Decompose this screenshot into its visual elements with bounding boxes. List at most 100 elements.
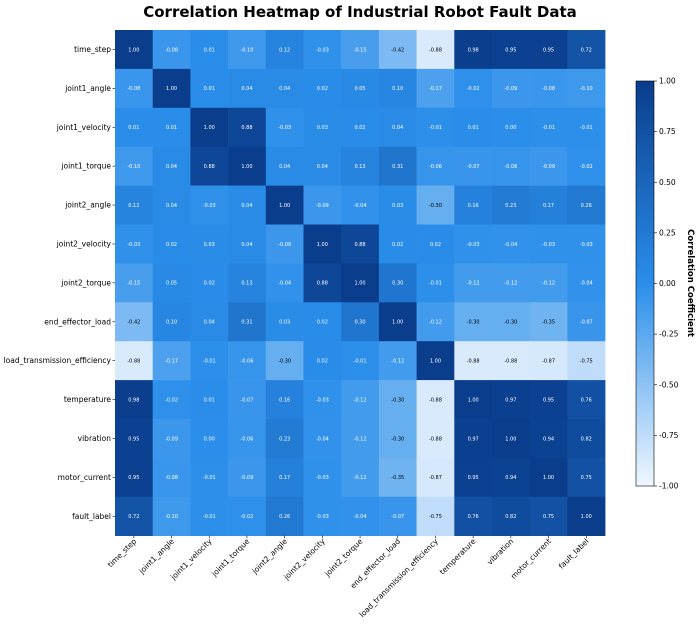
cell-value-label: -0.88	[429, 397, 442, 403]
heatmap-cell	[228, 224, 267, 264]
heatmap-cell	[228, 496, 267, 536]
cell-value-label: 0.02	[317, 358, 328, 364]
cell-value-label: 0.04	[279, 164, 290, 170]
cell-value-label: 0.23	[279, 436, 290, 442]
heatmap-cell	[341, 457, 380, 498]
heatmap-cell	[152, 457, 191, 498]
heatmap-cell	[303, 341, 342, 381]
heatmap-cell	[115, 457, 153, 498]
heatmap-cell	[115, 224, 153, 264]
heatmap-cell	[567, 457, 606, 498]
cell-value-label: 1.00	[204, 125, 215, 131]
cell-value-label: -0.06	[429, 164, 442, 170]
cell-value-label: 1.00	[430, 358, 441, 364]
heatmap-cell	[492, 30, 530, 70]
cell-value-label: -0.12	[354, 436, 367, 442]
y-tick-label: vibration	[78, 434, 112, 443]
heatmap-cell	[152, 380, 191, 420]
cell-value-label: -0.06	[504, 164, 517, 170]
heatmap-cell	[265, 419, 304, 459]
cell-value-label: 0.76	[468, 514, 479, 520]
heatmap-cell	[492, 302, 530, 342]
heatmap-cell	[529, 185, 568, 225]
heatmap-cell	[265, 68, 304, 109]
heatmap-cell	[567, 419, 606, 459]
heatmap-cell	[454, 457, 493, 498]
y-tick-label: joint1_torque	[60, 162, 111, 171]
y-tick-label: joint2_angle	[64, 201, 111, 210]
cell-value-label: 0.02	[166, 242, 177, 248]
cell-value-label: -0.02	[467, 86, 480, 92]
heatmap-cell	[341, 185, 380, 225]
heatmap-cell	[567, 341, 606, 381]
cell-value-label: 0.02	[430, 242, 441, 248]
y-tick-label: joint2_velocity	[56, 239, 112, 248]
heatmap-cell	[416, 302, 455, 342]
heatmap-cell	[378, 224, 417, 264]
cell-value-label: -0.30	[391, 436, 404, 442]
heatmap-cell	[529, 224, 568, 264]
heatmap-cell	[303, 496, 342, 536]
cell-value-label: 0.26	[581, 203, 592, 209]
cell-value-label: 1.00	[392, 320, 403, 326]
cell-value-label: -0.10	[165, 514, 178, 520]
cell-value-label: 0.03	[279, 320, 290, 326]
y-tick-label: load_transmission_efficiency	[4, 356, 112, 365]
heatmap-cell	[454, 341, 493, 381]
cell-value-label: 0.01	[204, 47, 215, 53]
heatmap-cell	[115, 302, 153, 342]
cell-value-label: -0.12	[429, 320, 442, 326]
heatmap-cell	[454, 185, 493, 225]
heatmap-cell	[341, 146, 380, 186]
colorbar-tick-label: 0.25	[659, 228, 676, 237]
cell-value-label: 0.95	[128, 475, 139, 481]
cell-value-label: -0.06	[240, 436, 253, 442]
y-tick-label: joint1_velocity	[56, 123, 112, 132]
cell-value-label: -0.88	[504, 358, 517, 364]
heatmap-cell	[416, 380, 455, 420]
heatmap-cell	[341, 419, 380, 459]
cell-value-label: 0.00	[204, 436, 215, 442]
cell-value-label: -0.10	[580, 86, 593, 92]
cell-value-label: 0.88	[204, 164, 215, 170]
heatmap-cell	[341, 341, 380, 381]
cell-value-label: 0.04	[279, 86, 290, 92]
heatmap-cell	[378, 68, 417, 109]
cell-value-label: 0.01	[204, 86, 215, 92]
heatmap-cell	[416, 419, 455, 459]
heatmap-cell	[265, 341, 304, 381]
heatmap-cell	[115, 107, 153, 147]
x-tick-label: joint1_angle	[137, 536, 177, 576]
cell-value-label: -0.12	[467, 281, 480, 287]
colorbar-tick-label: -0.25	[659, 330, 679, 339]
heatmap-cell	[341, 107, 380, 147]
heatmap-cell	[341, 30, 380, 70]
cell-value-label: 0.02	[317, 86, 328, 92]
heatmap-cell	[115, 30, 153, 70]
heatmap-cell	[190, 146, 229, 186]
heatmap-cell	[190, 380, 229, 420]
colorbar-tick-label: -0.50	[659, 380, 679, 389]
cell-value-label: -0.09	[278, 242, 291, 248]
cell-value-label: -0.15	[354, 47, 367, 53]
cell-value-label: -0.03	[278, 125, 291, 131]
cell-value-label: 0.13	[241, 281, 252, 287]
cell-value-label: -0.09	[165, 436, 178, 442]
cell-value-label: -0.02	[580, 164, 593, 170]
heatmap-cell	[228, 263, 267, 303]
cell-value-label: -0.01	[429, 281, 442, 287]
cell-value-label: -0.03	[467, 242, 480, 248]
heatmap-cell	[492, 341, 530, 381]
cell-value-label: 1.00	[128, 47, 139, 53]
heatmap-cell	[190, 224, 229, 264]
cell-value-label: -0.12	[504, 281, 517, 287]
cell-value-label: -0.08	[165, 475, 178, 481]
heatmap-cell	[492, 496, 530, 536]
cell-value-label: -0.10	[127, 164, 140, 170]
cell-value-label: -0.03	[580, 242, 593, 248]
cell-value-label: 0.17	[543, 203, 554, 209]
cell-value-label: 0.16	[468, 203, 479, 209]
x-tick-label: joint2_torque	[322, 536, 364, 578]
cell-value-label: -0.17	[429, 86, 442, 92]
heatmap-cell	[416, 185, 455, 225]
